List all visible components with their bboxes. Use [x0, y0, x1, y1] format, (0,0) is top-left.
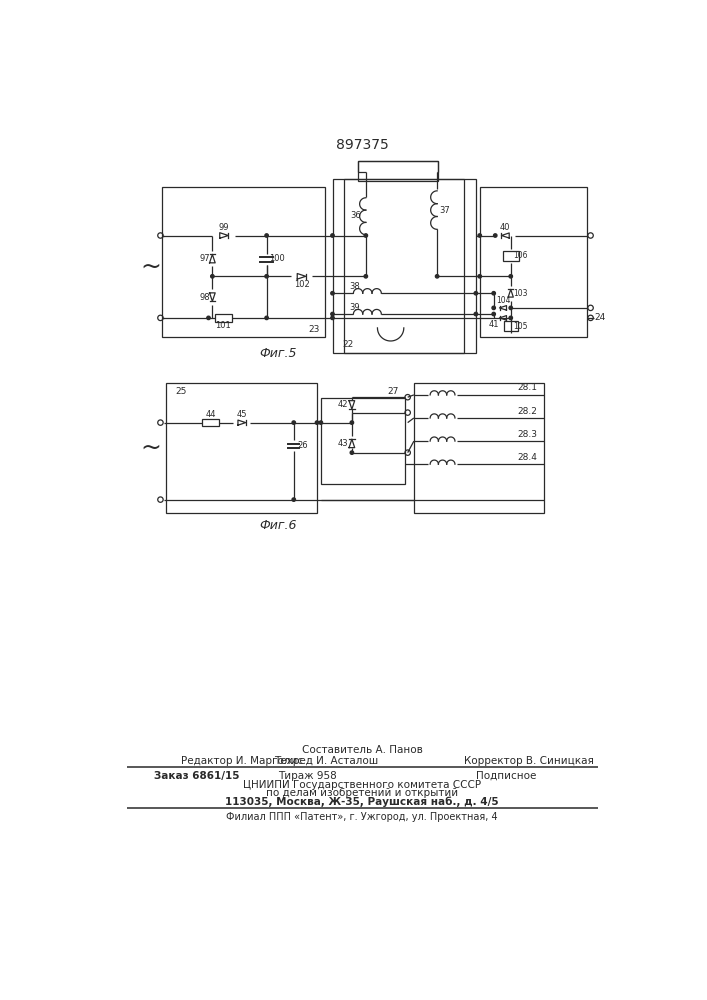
Circle shape: [492, 312, 496, 316]
Circle shape: [331, 292, 334, 295]
Text: Фиг.6: Фиг.6: [259, 519, 297, 532]
Text: Корректор В. Синицкая: Корректор В. Синицкая: [464, 756, 594, 766]
Text: 99: 99: [218, 223, 229, 232]
Text: 23: 23: [308, 325, 320, 334]
Circle shape: [331, 312, 334, 316]
Text: 102: 102: [293, 280, 310, 289]
Text: 40: 40: [500, 223, 510, 232]
Bar: [332, 179, 476, 353]
Text: Составитель А. Панов: Составитель А. Панов: [301, 745, 422, 755]
Text: Редактор И. Марголис: Редактор И. Марголис: [182, 756, 303, 766]
Circle shape: [478, 275, 481, 278]
Text: 28.4: 28.4: [517, 453, 537, 462]
Text: 41: 41: [489, 320, 499, 329]
Text: 28.1: 28.1: [517, 383, 537, 392]
Circle shape: [206, 316, 210, 320]
Text: 37: 37: [440, 206, 450, 215]
Text: 97: 97: [199, 254, 210, 263]
Circle shape: [211, 275, 214, 278]
Text: 105: 105: [513, 322, 527, 331]
Text: 24: 24: [595, 313, 605, 322]
Text: 45: 45: [237, 410, 247, 419]
Text: ~: ~: [140, 436, 160, 460]
Text: 22: 22: [342, 340, 354, 349]
Text: 36: 36: [351, 211, 361, 220]
Text: Техред И. Асталош: Техред И. Асталош: [274, 756, 379, 766]
Bar: [480, 187, 587, 337]
Circle shape: [292, 498, 296, 501]
Circle shape: [331, 234, 334, 237]
Bar: [358, 161, 438, 181]
Text: 28.2: 28.2: [517, 407, 537, 416]
Circle shape: [315, 421, 319, 424]
Circle shape: [265, 316, 269, 320]
Circle shape: [509, 275, 513, 278]
Bar: [162, 187, 325, 337]
Circle shape: [364, 275, 368, 278]
Bar: [504, 321, 518, 331]
Bar: [321, 398, 404, 484]
Bar: [503, 251, 518, 261]
Bar: [414, 383, 544, 513]
Text: Филиал ППП «Патент», г. Ужгород, ул. Проектная, 4: Филиал ППП «Патент», г. Ужгород, ул. Про…: [226, 812, 498, 822]
Circle shape: [319, 421, 322, 424]
Circle shape: [331, 316, 334, 320]
Text: 26: 26: [298, 441, 308, 450]
Text: ~: ~: [140, 254, 160, 278]
Circle shape: [474, 312, 478, 316]
Circle shape: [493, 234, 497, 237]
Bar: [344, 179, 464, 353]
Text: 42: 42: [337, 400, 348, 409]
Text: 106: 106: [513, 251, 527, 260]
Text: Подписное: Подписное: [476, 771, 536, 781]
Text: Заказ 6861/15: Заказ 6861/15: [154, 771, 240, 781]
Text: 28.3: 28.3: [517, 430, 537, 439]
Text: 39: 39: [350, 303, 361, 312]
Text: Фиг.5: Фиг.5: [259, 347, 297, 360]
Text: 897375: 897375: [336, 138, 388, 152]
Circle shape: [474, 292, 478, 295]
Circle shape: [509, 316, 513, 320]
Text: 103: 103: [513, 289, 527, 298]
Text: 25: 25: [175, 387, 187, 396]
Circle shape: [478, 234, 481, 237]
Bar: [202, 419, 219, 426]
Text: 27: 27: [387, 387, 399, 396]
Circle shape: [364, 234, 368, 237]
Circle shape: [509, 306, 513, 310]
Text: 101: 101: [216, 321, 231, 330]
Circle shape: [492, 306, 496, 310]
Text: 44: 44: [206, 410, 216, 419]
Text: 38: 38: [349, 282, 361, 291]
Circle shape: [292, 421, 296, 424]
Circle shape: [265, 234, 269, 237]
Circle shape: [436, 275, 439, 278]
Text: по делам изобретений и открытий: по делам изобретений и открытий: [266, 788, 458, 798]
Text: ЦНИИПИ Государственного комитета СССР: ЦНИИПИ Государственного комитета СССР: [243, 780, 481, 790]
Bar: [166, 383, 317, 513]
Text: 100: 100: [269, 254, 285, 263]
Text: 98: 98: [199, 293, 210, 302]
Circle shape: [350, 421, 354, 424]
Bar: [215, 314, 232, 322]
Text: 113035, Москва, Ж-35, Раушская наб., д. 4/5: 113035, Москва, Ж-35, Раушская наб., д. …: [225, 796, 498, 807]
Text: 104: 104: [496, 296, 510, 305]
Circle shape: [265, 275, 269, 278]
Text: 43: 43: [337, 439, 348, 448]
Circle shape: [350, 451, 354, 454]
Circle shape: [492, 292, 496, 295]
Text: Тираж 958: Тираж 958: [279, 771, 337, 781]
